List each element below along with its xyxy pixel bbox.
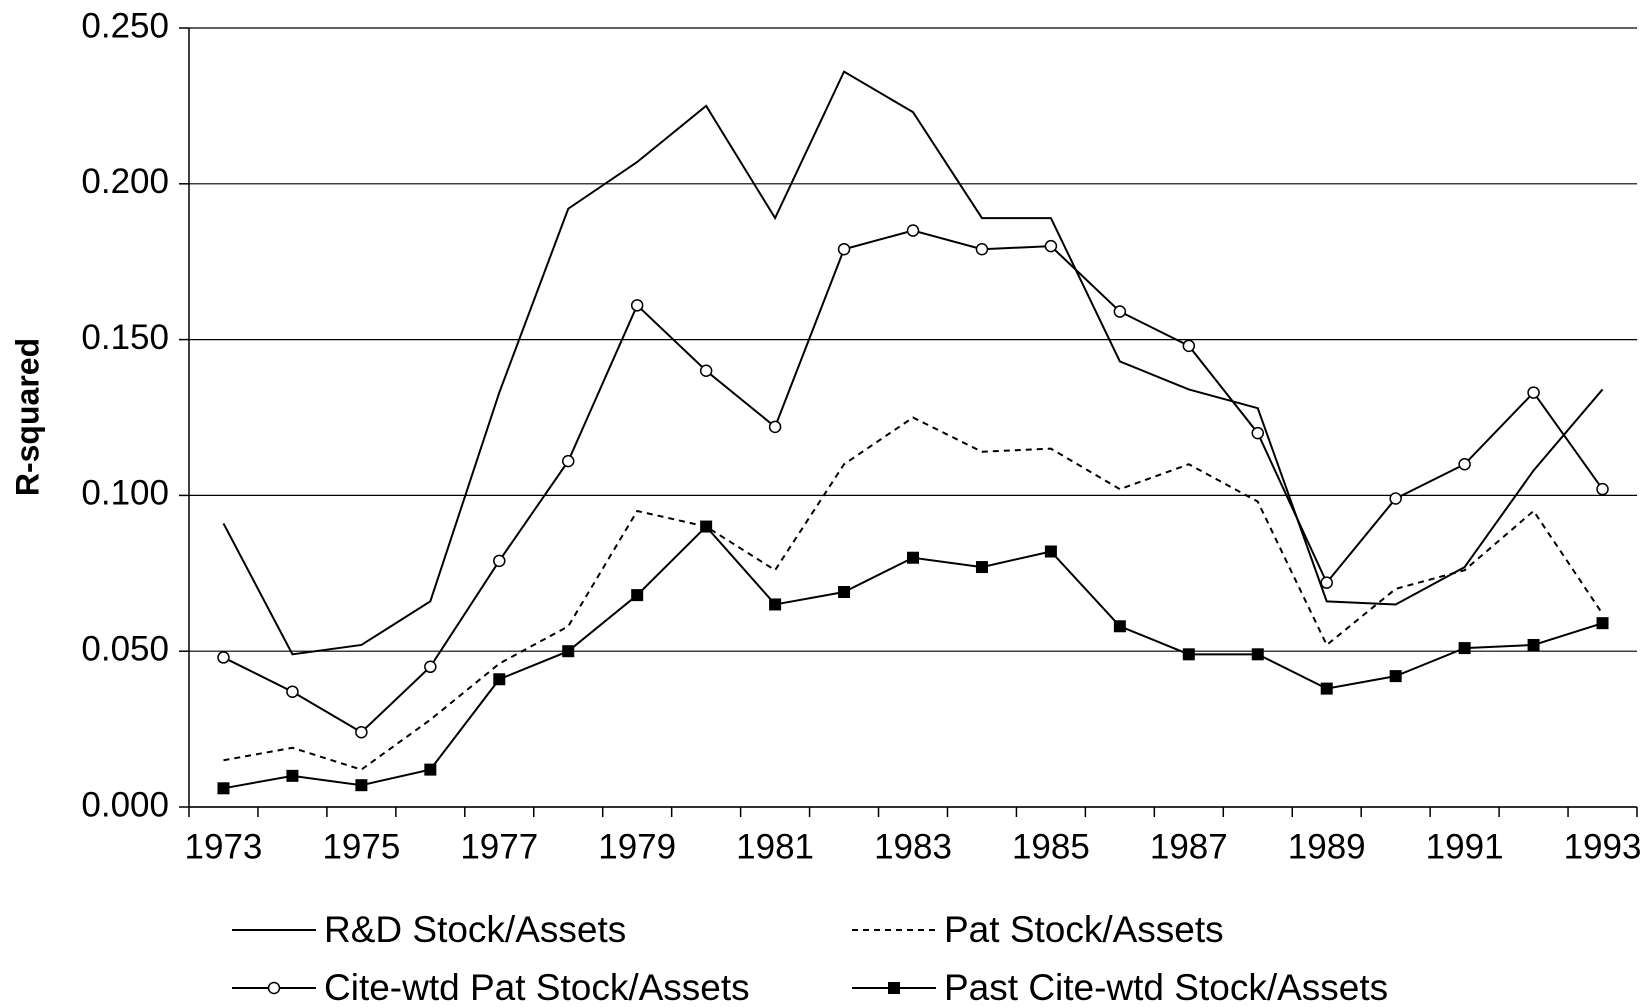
point-marker <box>1596 482 1609 496</box>
point-marker <box>493 673 506 686</box>
point-marker <box>1113 305 1127 318</box>
point-marker <box>1182 648 1195 661</box>
point-marker <box>1389 670 1402 683</box>
point-marker <box>1458 642 1471 655</box>
series-line <box>223 229 1604 734</box>
y-tick-label: 0.150 <box>81 318 169 357</box>
y-tick-label: 0.100 <box>81 474 169 513</box>
point-marker <box>1251 648 1264 661</box>
point-marker <box>1596 617 1609 630</box>
legend-marker <box>267 981 281 995</box>
point-marker <box>424 660 437 674</box>
y-tick-label: 0.050 <box>81 629 169 668</box>
y-tick-label: 0.250 <box>81 6 169 45</box>
point-marker <box>700 520 713 533</box>
point-marker <box>1458 457 1471 471</box>
point-marker <box>837 242 851 256</box>
series-line <box>222 70 1604 656</box>
point-marker <box>1389 492 1402 505</box>
point-marker <box>424 763 437 776</box>
x-tick-label: 1991 <box>1426 827 1504 866</box>
point-marker <box>769 598 782 611</box>
point-marker <box>1044 239 1058 253</box>
point-marker <box>286 769 299 782</box>
point-marker <box>838 585 851 598</box>
legend-label: Pat Stock/Assets <box>944 909 1224 950</box>
point-marker <box>1182 339 1196 353</box>
series-line <box>223 525 1603 790</box>
point-marker <box>699 364 713 378</box>
point-marker <box>217 782 230 795</box>
x-tick-label: 1985 <box>1012 827 1090 866</box>
x-tick-label: 1981 <box>736 827 814 866</box>
point-marker <box>1320 576 1333 589</box>
legend-label: Past Cite-wtd Stock/Assets <box>944 967 1388 1007</box>
x-tick-label: 1989 <box>1288 827 1366 866</box>
series-line <box>223 416 1604 771</box>
point-marker <box>906 224 920 237</box>
point-marker <box>355 779 368 792</box>
point-marker <box>355 725 368 739</box>
point-marker <box>1044 545 1057 558</box>
point-marker <box>631 589 644 602</box>
x-tick-label: 1987 <box>1150 827 1228 866</box>
point-marker <box>907 551 919 564</box>
x-tick-label: 1975 <box>322 827 400 866</box>
point-marker <box>768 420 782 434</box>
y-tick-label: 0.000 <box>81 785 169 824</box>
point-marker <box>1251 426 1265 440</box>
point-marker <box>493 554 506 568</box>
point-marker <box>1320 682 1333 695</box>
point-marker <box>1113 620 1126 633</box>
point-marker <box>975 561 988 574</box>
y-axis-label: R-squared <box>9 338 45 496</box>
legend-marker <box>888 982 900 994</box>
point-marker <box>1527 386 1540 399</box>
point-marker <box>1527 638 1540 651</box>
x-tick-label: 1979 <box>598 827 676 866</box>
point-marker <box>562 645 575 658</box>
x-tick-label: 1983 <box>874 827 952 866</box>
x-tick-label: 1993 <box>1564 827 1642 866</box>
point-marker <box>975 242 989 256</box>
point-marker <box>286 685 299 698</box>
legend-label: R&D Stock/Assets <box>324 909 626 950</box>
point-marker <box>217 651 230 664</box>
x-tick-label: 1973 <box>185 827 263 866</box>
legend-label: Cite-wtd Pat Stock/Assets <box>324 967 750 1007</box>
point-marker <box>630 299 644 312</box>
x-tick-label: 1977 <box>460 827 538 866</box>
point-marker <box>561 454 575 468</box>
y-tick-label: 0.200 <box>81 162 169 201</box>
